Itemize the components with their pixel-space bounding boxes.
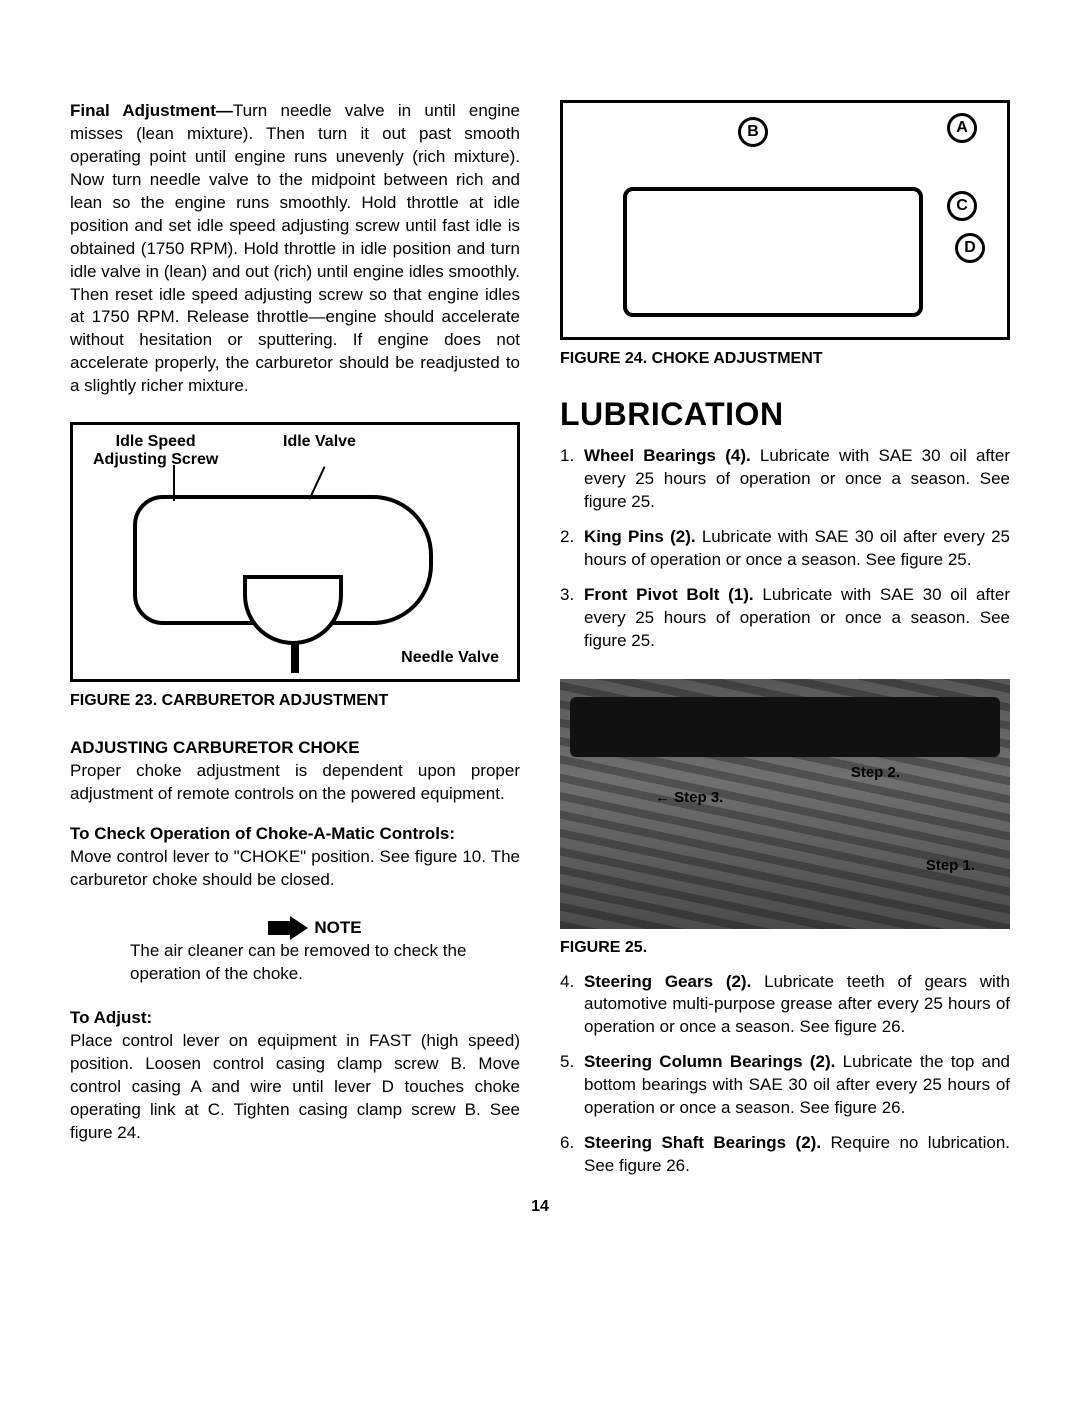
- final-adjustment-paragraph: Final Adjustment—Turn needle valve in un…: [70, 100, 520, 398]
- list-number: 6.: [560, 1132, 584, 1178]
- lubrication-list-bottom: 4. Steering Gears (2). Lubricate teeth o…: [560, 971, 1010, 1179]
- list-number: 2.: [560, 526, 584, 572]
- list-item-leader: Steering Shaft Bearings (2).: [584, 1133, 821, 1152]
- figure-23-label-idle-valve: Idle Valve: [283, 433, 356, 451]
- list-number: 1.: [560, 445, 584, 514]
- figure-23-label-idle-speed: Idle Speed Adjusting Screw: [93, 433, 218, 469]
- figure-23-label-needle-valve: Needle Valve: [401, 649, 499, 667]
- note-text: The air cleaner can be removed to check …: [130, 940, 500, 986]
- figure-24-label-d: D: [955, 233, 985, 263]
- two-column-layout: Final Adjustment—Turn needle valve in un…: [70, 100, 1010, 1178]
- check-operation-text: Move control lever to "CHOKE" position. …: [70, 846, 520, 892]
- lubrication-list-top: 1. Wheel Bearings (4). Lubricate with SA…: [560, 445, 1010, 653]
- list-item-leader: King Pins (2).: [584, 527, 696, 546]
- lubrication-heading: LUBRICATION: [560, 396, 1010, 433]
- note-label: NOTE: [314, 918, 361, 938]
- list-item: 6. Steering Shaft Bearings (2). Require …: [560, 1132, 1010, 1178]
- list-item: 2. King Pins (2). Lubricate with SAE 30 …: [560, 526, 1010, 572]
- figure-25-step-3: ← Step 3.: [655, 789, 723, 806]
- figure-23-caption: FIGURE 23. CARBURETOR ADJUSTMENT: [70, 692, 520, 710]
- figure-25-photo: Step 2. ← Step 3. Step 1.: [560, 679, 1010, 929]
- figure-25-step-2: Step 2.: [851, 764, 900, 781]
- list-item: 5. Steering Column Bearings (2). Lubrica…: [560, 1051, 1010, 1120]
- adjusting-choke-heading: ADJUSTING CARBURETOR CHOKE: [70, 738, 520, 758]
- list-item-leader: Steering Column Bearings (2).: [584, 1052, 835, 1071]
- left-column: Final Adjustment—Turn needle valve in un…: [70, 100, 520, 1178]
- list-item-leader: Wheel Bearings (4).: [584, 446, 751, 465]
- list-item-leader: Steering Gears (2).: [584, 972, 751, 991]
- figure-24-label-a: A: [947, 113, 977, 143]
- figure-24-label-c: C: [947, 191, 977, 221]
- check-operation-heading: To Check Operation of Choke-A-Matic Cont…: [70, 824, 520, 844]
- final-adjustment-leader: Final Adjustment—: [70, 101, 233, 120]
- note-block: NOTE The air cleaner can be removed to c…: [70, 918, 520, 986]
- page-number: 14: [70, 1198, 1010, 1216]
- adjusting-choke-text: Proper choke adjustment is dependent upo…: [70, 760, 520, 806]
- figure-24-box: A B C D: [560, 100, 1010, 340]
- to-adjust-heading: To Adjust:: [70, 1008, 520, 1028]
- figure-25-caption: FIGURE 25.: [560, 939, 1010, 957]
- figure-24-schematic: A B C D: [563, 103, 1007, 337]
- list-item: 1. Wheel Bearings (4). Lubricate with SA…: [560, 445, 1010, 514]
- list-item-leader: Front Pivot Bolt (1).: [584, 585, 754, 604]
- figure-24-caption: FIGURE 24. CHOKE ADJUSTMENT: [560, 350, 1010, 368]
- list-number: 3.: [560, 584, 584, 653]
- right-column: A B C D FIGURE 24. CHOKE ADJUSTMENT LUBR…: [560, 100, 1010, 1178]
- list-item: 4. Steering Gears (2). Lubricate teeth o…: [560, 971, 1010, 1040]
- final-adjustment-text: Turn needle valve in until engine misses…: [70, 101, 520, 395]
- list-number: 4.: [560, 971, 584, 1040]
- to-adjust-text: Place control lever on equipment in FAST…: [70, 1030, 520, 1145]
- note-heading: NOTE: [130, 918, 500, 938]
- figure-23-box: Idle Speed Adjusting Screw Idle Valve Ne…: [70, 422, 520, 682]
- list-number: 5.: [560, 1051, 584, 1120]
- figure-24-label-b: B: [738, 117, 768, 147]
- list-item: 3. Front Pivot Bolt (1). Lubricate with …: [560, 584, 1010, 653]
- figure-25-step-1: Step 1.: [926, 857, 975, 874]
- note-arrow-icon: [268, 919, 308, 937]
